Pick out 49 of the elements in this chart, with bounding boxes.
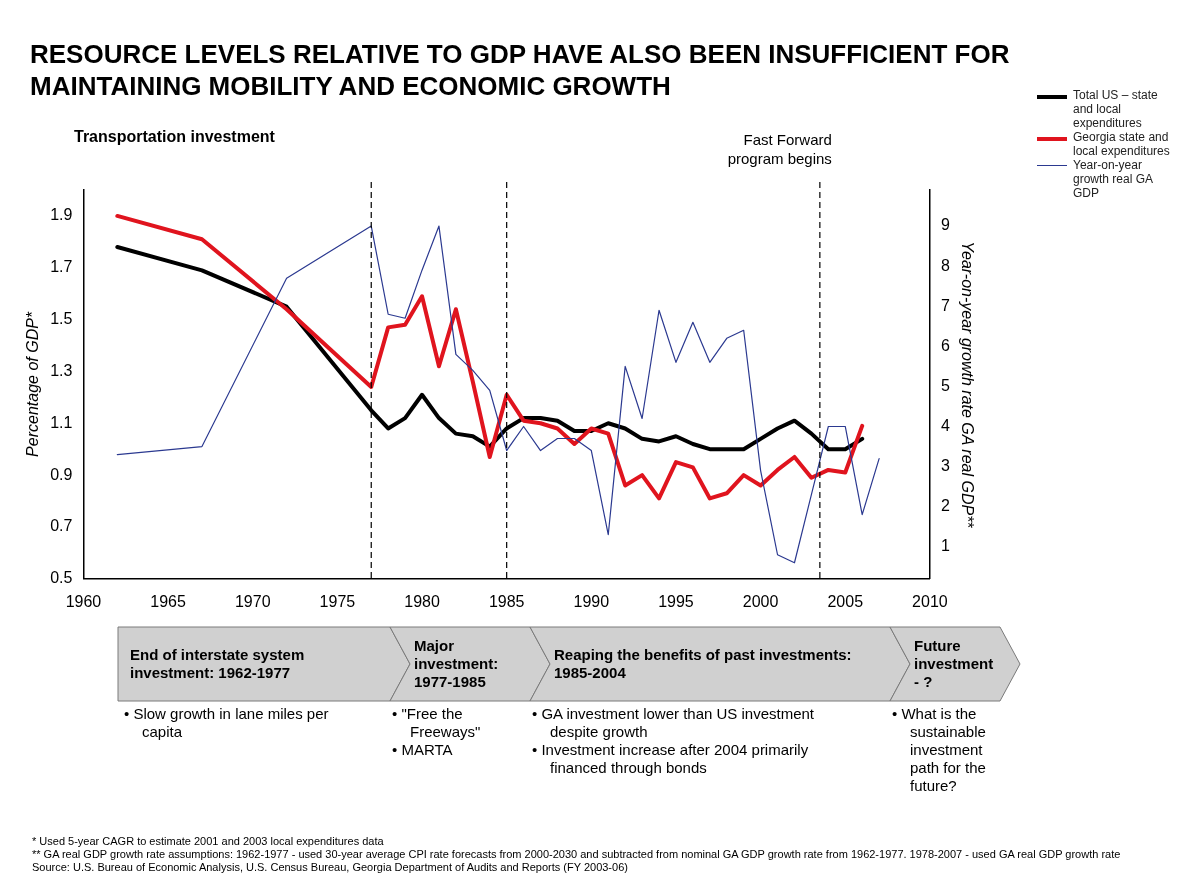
legend-label: Total US – state and local expenditures [1073, 88, 1159, 130]
source-note: Source: U.S. Bureau of Economic Analysis, U.S. Census Bureau, Georgia Department of Audits and Reports (FY 2003-06) [32, 861, 629, 874]
x-tick-label: 1980 [404, 592, 440, 610]
x-tick-label: 1990 [573, 592, 610, 610]
text: • GA investment lower than US investment despite growth [532, 705, 816, 741]
chart-title: RESOURCE LEVELS RELATIVE TO GDP HAVE ALSO BEEN INSUFFICIENT FOR MAINTAINING MOBILITY AND ECONOMIC GROWTH [30, 38, 1011, 102]
text: • MARTA [392, 741, 454, 759]
y2-tick-label: 3 [940, 456, 950, 474]
legend-label: Year-on-year growth real GA GDP [1073, 158, 1154, 200]
chart-subtitle: Transportation investment [74, 128, 275, 146]
text: • "Free the Freeways" [392, 705, 482, 741]
text: ** GA real GDP growth rate assumptions: 1962-1977 - used 30-year average CPI rate forecasts from 2000-2030 and subtracted from nominal GA GDP growth rate from 1962-1977. 1978-2007 - used GA real GDP growth rate [32, 848, 1122, 861]
y2-tick-label: 2 [940, 497, 950, 515]
y-tick-label: 0.9 [50, 465, 73, 483]
text: • Slow growth in lane miles per capita [124, 705, 330, 741]
x-tick-label: 1985 [488, 592, 525, 610]
x-tick-label: 1995 [658, 592, 694, 610]
y-tick-label: 1.1 [50, 413, 73, 431]
x-tick-label: 1960 [65, 592, 102, 610]
x-tick-label: 1965 [150, 592, 186, 610]
text: • What is the sustainable investment path for the future? [892, 705, 987, 795]
x-tick-label: 2010 [912, 592, 948, 610]
text: Reaping the benefits of past investments: 1985-2004 [554, 646, 853, 682]
y2-tick-label: 9 [940, 216, 950, 234]
x-tick-label: 2005 [827, 592, 864, 610]
y2-axis-title: Year-on-year growth rate GA real GDP** [958, 241, 976, 529]
y-tick-label: 0.5 [50, 569, 73, 587]
text: * Used 5-year CAGR to estimate 2001 and 2003 local expenditures data [32, 835, 385, 848]
text: End of interstate system investment: 1962-1977 [130, 646, 306, 682]
x-tick-label: 1975 [319, 592, 356, 610]
ref-line-label: Fast Forward program begins [726, 130, 832, 168]
x-tick-label: 2000 [742, 592, 779, 610]
y2-tick-label: 6 [940, 336, 950, 354]
y-tick-label: 1.9 [50, 206, 73, 224]
text: Major investment: 1977-1985 [414, 637, 500, 691]
y2-tick-label: 1 [940, 537, 950, 555]
text: • Investment increase after 2004 primarily financed through bonds [532, 741, 810, 777]
text: Future investment - ? [914, 637, 995, 691]
y-tick-label: 1.5 [50, 310, 73, 328]
y2-tick-label: 5 [940, 376, 950, 394]
y2-tick-label: 4 [940, 416, 950, 434]
y-tick-label: 1.3 [50, 361, 73, 379]
y-tick-label: 1.7 [50, 258, 73, 276]
y2-tick-label: 7 [940, 296, 950, 314]
y-axis-title: Percentage of GDP* [24, 311, 42, 457]
x-tick-label: 1970 [234, 592, 271, 610]
y-tick-label: 0.7 [50, 517, 73, 535]
legend-label: Georgia state and local expenditures [1073, 130, 1171, 158]
y2-tick-label: 8 [940, 256, 950, 274]
